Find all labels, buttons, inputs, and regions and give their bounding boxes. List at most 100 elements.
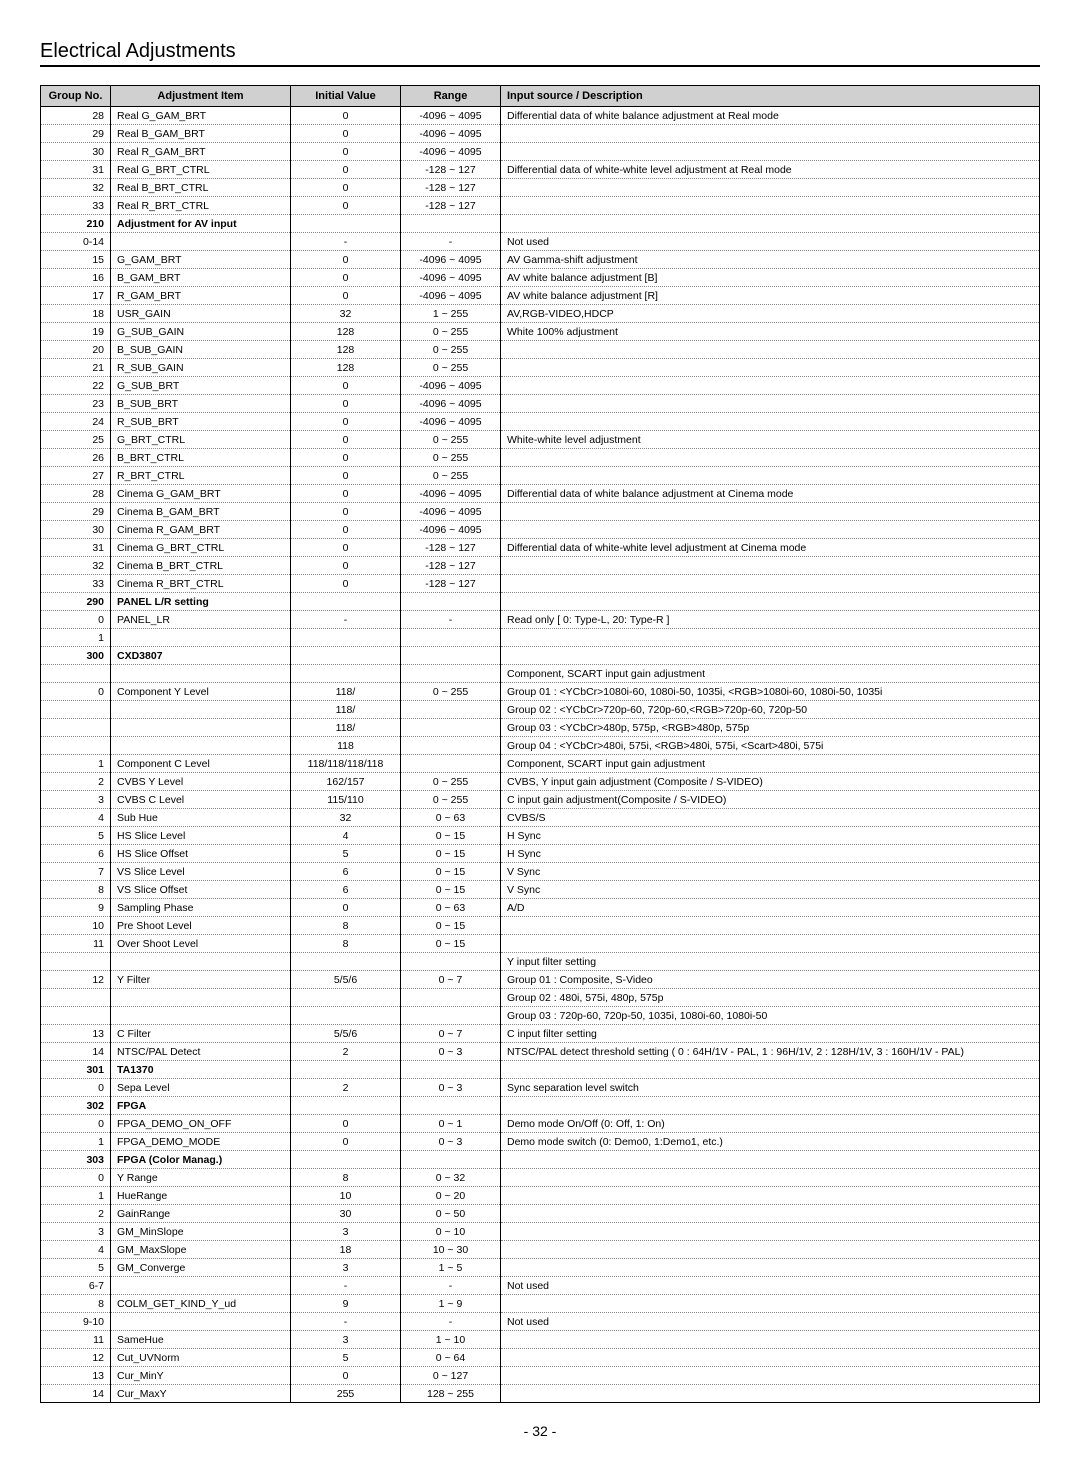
table-row: 1HueRange100 ~ 20 [41, 1187, 1040, 1205]
cell-i [111, 701, 291, 719]
cell-g: 30 [41, 521, 111, 539]
table-row: 9Sampling Phase00 ~ 63A/D [41, 899, 1040, 917]
cell-d: Component, SCART input gain adjustment [501, 665, 1040, 683]
table-row: 19G_SUB_GAIN1280 ~ 255White 100% adjustm… [41, 323, 1040, 341]
cell-g: 32 [41, 557, 111, 575]
cell-v: 8 [291, 935, 401, 953]
cell-v: 0 [291, 1133, 401, 1151]
cell-g: 28 [41, 107, 111, 125]
cell-i: SameHue [111, 1331, 291, 1349]
cell-r [401, 593, 501, 611]
cell-i: GM_MaxSlope [111, 1241, 291, 1259]
cell-v: 2 [291, 1043, 401, 1061]
cell-v: 0 [291, 287, 401, 305]
cell-i: Cinema B_GAM_BRT [111, 503, 291, 521]
table-row: 2GainRange300 ~ 50 [41, 1205, 1040, 1223]
cell-v: 118/ [291, 701, 401, 719]
cell-i: VS Slice Level [111, 863, 291, 881]
cell-g: 13 [41, 1025, 111, 1043]
cell-i [111, 953, 291, 971]
cell-i: B_BRT_CTRL [111, 449, 291, 467]
cell-v: 3 [291, 1331, 401, 1349]
cell-d: Not used [501, 233, 1040, 251]
cell-v: 0 [291, 107, 401, 125]
cell-r: -128 ~ 127 [401, 575, 501, 593]
cell-r: 1 ~ 9 [401, 1295, 501, 1313]
cell-i [111, 233, 291, 251]
cell-r: 0 ~ 50 [401, 1205, 501, 1223]
cell-v: 0 [291, 485, 401, 503]
adjustments-table: Group No. Adjustment Item Initial Value … [40, 85, 1040, 1403]
cell-r: 0 ~ 255 [401, 431, 501, 449]
cell-d: H Sync [501, 827, 1040, 845]
cell-r: 10 ~ 30 [401, 1241, 501, 1259]
table-row: Component, SCART input gain adjustment [41, 665, 1040, 683]
table-row: 0PANEL_LR--Read only [ 0: Type-L, 20: Ty… [41, 611, 1040, 629]
cell-r: 0 ~ 7 [401, 1025, 501, 1043]
table-row: 33Cinema R_BRT_CTRL0-128 ~ 127 [41, 575, 1040, 593]
cell-i: R_SUB_GAIN [111, 359, 291, 377]
cell-d: Demo mode switch (0: Demo0, 1:Demo1, etc… [501, 1133, 1040, 1151]
cell-i: CXD3807 [111, 647, 291, 665]
cell-i: Real B_GAM_BRT [111, 125, 291, 143]
cell-g: 5 [41, 1259, 111, 1277]
cell-r [401, 719, 501, 737]
cell-r [401, 1061, 501, 1079]
cell-i: Real R_GAM_BRT [111, 143, 291, 161]
cell-d [501, 1169, 1040, 1187]
cell-g: 8 [41, 1295, 111, 1313]
cell-v [291, 593, 401, 611]
cell-g: 33 [41, 197, 111, 215]
cell-r: - [401, 1313, 501, 1331]
cell-g: 18 [41, 305, 111, 323]
cell-i: Cinema R_GAM_BRT [111, 521, 291, 539]
cell-r [401, 1007, 501, 1025]
cell-v: 5/5/6 [291, 971, 401, 989]
cell-v: - [291, 1313, 401, 1331]
cell-d: Not used [501, 1313, 1040, 1331]
header-group: Group No. [41, 86, 111, 107]
cell-r: 0 ~ 7 [401, 971, 501, 989]
table-row: 0Y Range80 ~ 32 [41, 1169, 1040, 1187]
cell-v: 5/5/6 [291, 1025, 401, 1043]
cell-r [401, 953, 501, 971]
cell-i: PANEL_LR [111, 611, 291, 629]
cell-d [501, 341, 1040, 359]
cell-v: 10 [291, 1187, 401, 1205]
table-row: 24R_SUB_BRT0-4096 ~ 4095 [41, 413, 1040, 431]
cell-v: - [291, 233, 401, 251]
cell-d [501, 1223, 1040, 1241]
cell-d [501, 1205, 1040, 1223]
cell-r [401, 647, 501, 665]
cell-i: HS Slice Level [111, 827, 291, 845]
cell-g: 12 [41, 1349, 111, 1367]
cell-v: 0 [291, 521, 401, 539]
table-row: 5GM_Converge31 ~ 5 [41, 1259, 1040, 1277]
cell-d: Not used [501, 1277, 1040, 1295]
cell-i [111, 737, 291, 755]
cell-d [501, 1367, 1040, 1385]
cell-d [501, 1187, 1040, 1205]
cell-d [501, 395, 1040, 413]
cell-r: -128 ~ 127 [401, 539, 501, 557]
cell-i [111, 1313, 291, 1331]
cell-g: 33 [41, 575, 111, 593]
cell-g: 0 [41, 1115, 111, 1133]
cell-v: 32 [291, 305, 401, 323]
cell-v: 8 [291, 1169, 401, 1187]
table-row: 25G_BRT_CTRL00 ~ 255White-white level ad… [41, 431, 1040, 449]
cell-v: 0 [291, 413, 401, 431]
cell-r: -4096 ~ 4095 [401, 125, 501, 143]
cell-d [501, 521, 1040, 539]
table-row: 1FPGA_DEMO_MODE00 ~ 3Demo mode switch (0… [41, 1133, 1040, 1151]
cell-i: G_BRT_CTRL [111, 431, 291, 449]
cell-v [291, 665, 401, 683]
cell-d [501, 467, 1040, 485]
cell-r: 128 ~ 255 [401, 1385, 501, 1403]
cell-r: 0 ~ 255 [401, 359, 501, 377]
cell-g: 4 [41, 809, 111, 827]
cell-d [501, 197, 1040, 215]
cell-i: Real G_BRT_CTRL [111, 161, 291, 179]
cell-r: 0 ~ 255 [401, 467, 501, 485]
cell-g: 32 [41, 179, 111, 197]
